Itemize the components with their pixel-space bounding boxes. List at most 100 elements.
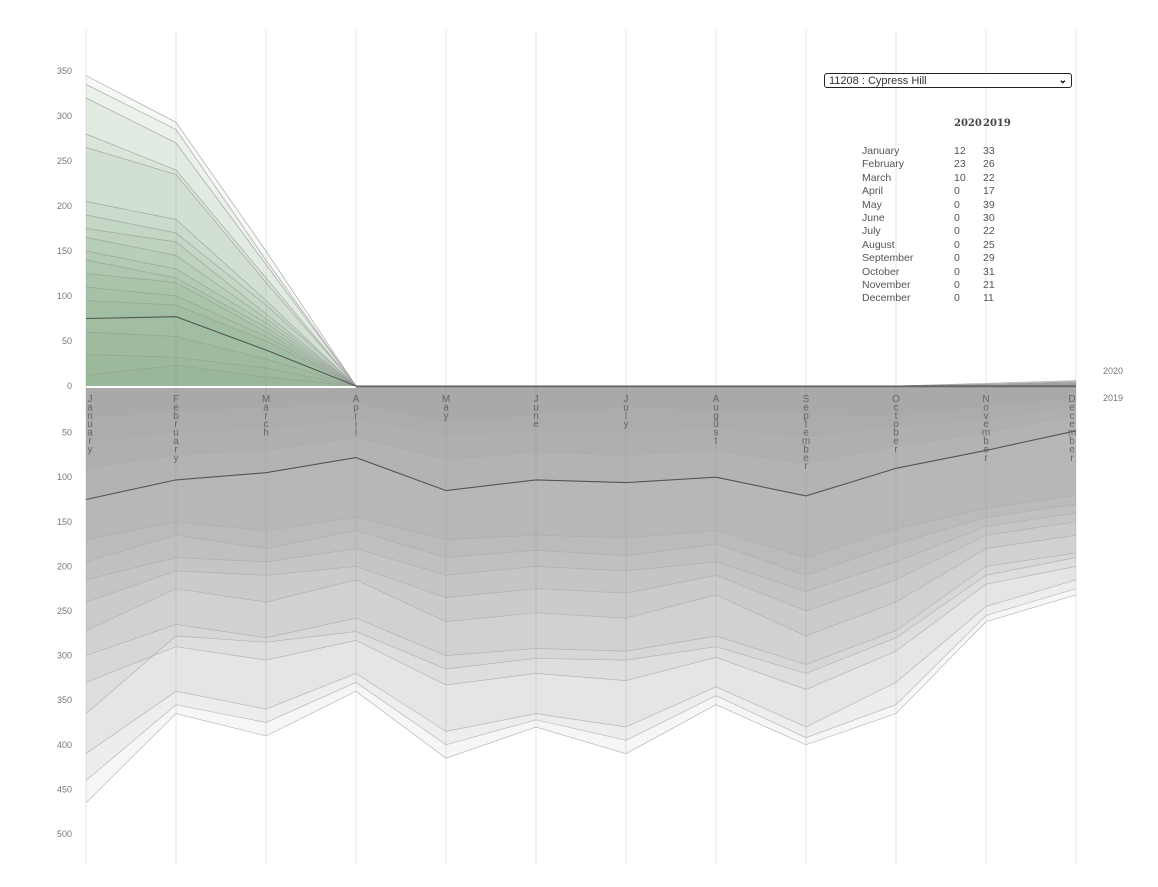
month-label-letter: m [982, 428, 990, 439]
month-label-letter: a [87, 402, 93, 413]
area-2019 [86, 388, 1076, 558]
summary-cell-value-2020: 0 [954, 252, 960, 265]
table-row: June 0 30 [862, 212, 1011, 225]
month-label-letter: a [263, 402, 269, 413]
y-tick-top: 300 [57, 111, 72, 121]
series-line-2019 [85, 405, 1077, 442]
area-2020 [86, 147, 1076, 386]
month-label-letter: b [803, 444, 809, 455]
area-2020 [86, 251, 1076, 386]
month-label-letter: b [173, 411, 179, 422]
month-label-letter: h [263, 428, 269, 439]
summary-cell-value-2019: 25 [983, 238, 995, 251]
y-tick-bottom: 50 [62, 428, 72, 438]
month-label-letter: e [893, 436, 899, 447]
series-line-2019 [85, 594, 1077, 804]
series-line-2019 [85, 494, 1077, 558]
series-line-2019 [85, 588, 1077, 781]
area-2020 [86, 237, 1076, 386]
month-label-letter: n [87, 411, 93, 422]
area-2019 [86, 388, 1076, 803]
area-2019 [86, 388, 1076, 665]
summary-cell-month: September [862, 252, 914, 265]
month-label-letter: o [983, 402, 989, 413]
year-label-2019: 2019 [1103, 393, 1123, 403]
summary-cell-value-2020: 12 [954, 145, 966, 157]
series-line-2019 [85, 579, 1077, 754]
summary-cell-value-2019: 33 [983, 145, 995, 157]
area-2020 [86, 134, 1076, 386]
summary-cell-value-2020: 0 [954, 279, 960, 292]
summary-header-2019: 2019 [983, 118, 1011, 129]
y-tick-bottom: 400 [57, 740, 72, 750]
month-label-letter: J [88, 394, 93, 405]
month-label-letter: e [803, 402, 809, 413]
area-2019 [86, 388, 1076, 611]
summary-cell-value-2019: 21 [983, 279, 995, 292]
series-line-2019 [85, 397, 1077, 424]
area-2019 [86, 388, 1076, 714]
y-tick-bottom: 450 [57, 784, 72, 794]
summary-cell-month: April [862, 185, 884, 198]
month-label-letter: c [264, 419, 269, 430]
month-label-letter: t [805, 419, 808, 430]
month-label-letter: u [87, 419, 93, 430]
area-2019 [86, 388, 1076, 469]
month-label-letter: t [895, 411, 898, 422]
series-line-2019 [85, 566, 1077, 690]
y-tick-bottom: 250 [57, 606, 72, 616]
month-label-letter: A [713, 394, 720, 405]
summary-cell-value-2020: 0 [954, 185, 960, 198]
area-2020 [86, 287, 1076, 386]
month-label-letter: t [715, 436, 718, 447]
month-label-letter: r [804, 461, 808, 472]
month-label-letter: i [355, 419, 357, 430]
zip-code-select-value: 11208 : Cypress Hill [829, 74, 927, 87]
y-tick-bottom: 500 [57, 829, 72, 839]
month-label-letter: r [894, 444, 898, 455]
month-label-letter: r [984, 453, 988, 464]
series-line-2019 [85, 503, 1077, 576]
month-label-letter: J [534, 394, 539, 405]
summary-cell-value-2019: 29 [983, 252, 995, 265]
summary-cell-month: March [862, 171, 892, 184]
series-line-2019 [85, 534, 1077, 637]
area-2020 [86, 215, 1076, 386]
month-label-letter: o [893, 419, 899, 430]
summary-cell-value-2019: 22 [983, 171, 995, 184]
area-2020 [86, 300, 1076, 386]
zip-code-select[interactable]: 11208 : Cypress Hill ⌄ [824, 73, 1072, 88]
month-label-letter: a [87, 428, 93, 439]
summary-cell-value-2020: 0 [954, 198, 960, 211]
month-label-letter: A [353, 394, 360, 405]
area-2019 [86, 388, 1076, 442]
area-2019 [86, 388, 1076, 754]
month-label-letter: M [442, 394, 450, 405]
summary-cell-value-2019: 31 [983, 265, 995, 278]
summary-table: 2020 2019 January 12 33 February 23 26 March 10… [862, 118, 1011, 306]
month-label-letter: y [88, 444, 93, 455]
summary-cell-value-2019: 17 [983, 185, 995, 198]
month-label-letter: r [1070, 453, 1074, 464]
summary-cell-month: October [862, 265, 900, 278]
month-label-letter: N [982, 394, 989, 405]
summary-cell-value-2020: 0 [954, 225, 960, 238]
month-label-letter: r [88, 436, 92, 447]
area-2020 [86, 201, 1076, 386]
area-2019 [86, 388, 1076, 636]
table-row: November 0 21 [862, 279, 1011, 292]
month-label-letter: u [713, 419, 719, 430]
highlight-group [85, 316, 1077, 501]
area-2020 [86, 98, 1076, 386]
series-line-2019 [85, 552, 1077, 665]
month-label-letter: c [1070, 411, 1075, 422]
area-2020 [86, 84, 1076, 386]
year-label-2020: 2020 [1103, 366, 1123, 376]
area-2020 [86, 354, 1076, 386]
month-label-letter: p [353, 402, 359, 413]
